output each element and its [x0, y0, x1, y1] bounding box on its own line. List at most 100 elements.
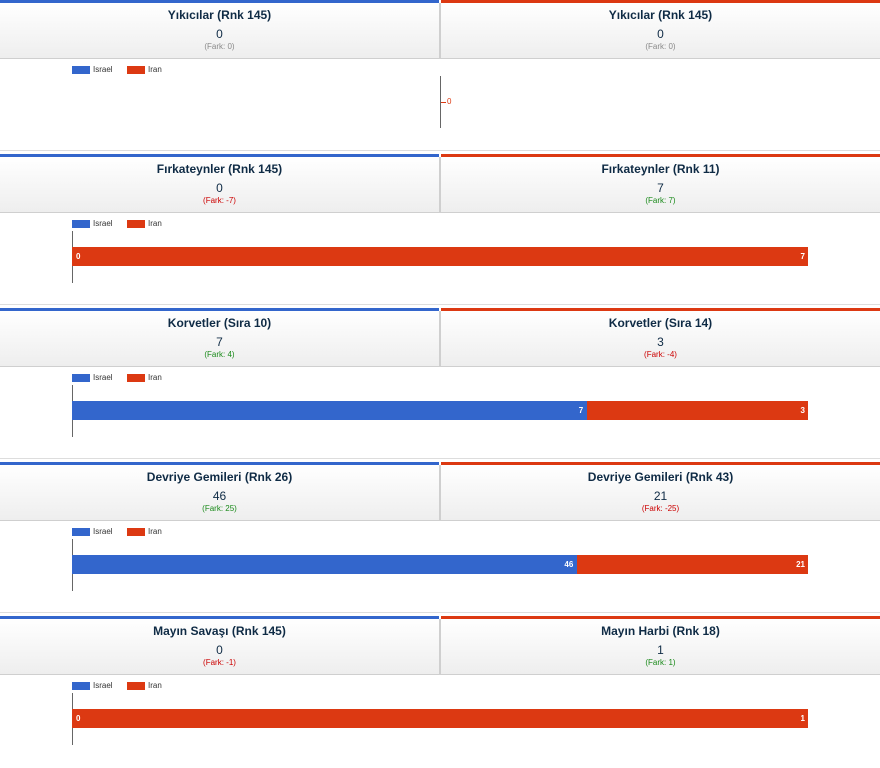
stat-title: Fırkateynler (Rnk 11)	[601, 162, 720, 176]
legend-swatch-iran	[127, 220, 145, 228]
legend-swatch-iran	[127, 374, 145, 382]
iran-stat-panel: Yıkıcılar (Rnk 145) 0 (Fark: 0)	[441, 3, 880, 59]
israel-color-bar	[0, 154, 439, 157]
stacked-bar-chart: Israel Iran 7 3	[0, 367, 880, 459]
comparison-section: Korvetler (Sıra 10) 7 (Fark: 4) Korvetler (…	[0, 308, 880, 460]
israel-color-bar	[0, 462, 439, 465]
legend-swatch-israel	[72, 220, 90, 228]
section-separator	[0, 150, 880, 151]
israel-stat-panel: Korvetler (Sıra 10) 7 (Fark: 4)	[0, 311, 439, 367]
stat-difference: (Fark: 7)	[645, 196, 676, 205]
iran-stat-panel: Mayın Harbi (Rnk 18) 1 (Fark: 1)	[441, 619, 880, 675]
legend-swatch-israel	[72, 528, 90, 536]
legend-swatch-iran	[127, 528, 145, 536]
stat-difference: (Fark: 0)	[204, 42, 235, 51]
stat-difference: (Fark: 25)	[202, 504, 237, 513]
stat-value: 7	[216, 335, 223, 349]
bar-israel	[72, 401, 588, 420]
legend-swatch-israel	[72, 682, 90, 690]
stacked-bar-chart: Israel Iran 0	[0, 59, 880, 151]
stat-value: 21	[653, 489, 668, 503]
legend-label-israel: Israel	[93, 527, 113, 536]
data-label-iran: 7	[800, 252, 805, 261]
legend-label-israel: Israel	[93, 65, 113, 74]
stat-value: 7	[657, 181, 664, 195]
stat-difference: (Fark: 1)	[645, 658, 676, 667]
panel-divider	[439, 157, 441, 213]
section-separator	[0, 612, 880, 613]
stat-difference: (Fark: 0)	[645, 42, 676, 51]
panel-divider	[439, 619, 441, 675]
data-label-israel: 46	[564, 560, 574, 569]
zero-tick	[441, 102, 446, 103]
stat-difference: (Fark: -7)	[203, 196, 236, 205]
legend-label-israel: Israel	[93, 373, 113, 382]
stacked-bar-chart: Israel Iran 46 21	[0, 521, 880, 613]
legend-swatch-iran	[127, 682, 145, 690]
stat-value: 0	[216, 27, 223, 41]
bar-iran	[72, 247, 808, 266]
data-label-iran: 21	[796, 560, 805, 569]
stat-title: Fırkateynler (Rnk 145)	[156, 162, 283, 176]
stat-title: Devriye Gemileri (Rnk 26)	[146, 470, 293, 484]
comparison-section: Mayın Savaşı (Rnk 145) 0 (Fark: -1) Mayın H…	[0, 616, 880, 768]
section-separator	[0, 458, 880, 459]
panel-divider	[439, 3, 441, 59]
legend-label-iran: Iran	[148, 219, 162, 228]
data-label-israel: 0	[76, 714, 81, 723]
israel-color-bar	[0, 308, 439, 311]
stat-value: 3	[657, 335, 664, 349]
legend-swatch-iran	[127, 66, 145, 74]
legend-swatch-israel	[72, 374, 90, 382]
stat-title: Korvetler (Sıra 14)	[608, 316, 713, 330]
israel-stat-panel: Devriye Gemileri (Rnk 26) 46 (Fark: 25)	[0, 465, 439, 521]
stat-difference: (Fark: 4)	[204, 350, 235, 359]
data-label-iran: 1	[800, 714, 805, 723]
stacked-bar-chart: Israel Iran 0 1	[0, 675, 880, 767]
comparison-section: Yıkıcılar (Rnk 145) 0 (Fark: 0) Yıkıcılar (…	[0, 0, 880, 152]
panel-divider	[439, 311, 441, 367]
iran-color-bar	[441, 616, 880, 619]
section-separator	[0, 304, 880, 305]
stat-title: Korvetler (Sıra 10)	[167, 316, 272, 330]
stat-difference: (Fark: -25)	[641, 504, 680, 513]
stat-value: 0	[216, 181, 223, 195]
iran-stat-panel: Korvetler (Sıra 14) 3 (Fark: -4)	[441, 311, 880, 367]
israel-stat-panel: Fırkateynler (Rnk 145) 0 (Fark: -7)	[0, 157, 439, 213]
iran-color-bar	[441, 462, 880, 465]
legend-swatch-israel	[72, 66, 90, 74]
legend-label-israel: Israel	[93, 681, 113, 690]
legend-label-iran: Iran	[148, 527, 162, 536]
panel-divider	[439, 465, 441, 521]
iran-color-bar	[441, 0, 880, 3]
bar-iran	[587, 401, 808, 420]
stacked-bar-chart: Israel Iran 0 7	[0, 213, 880, 305]
israel-stat-panel: Mayın Savaşı (Rnk 145) 0 (Fark: -1)	[0, 619, 439, 675]
data-label-israel: 0	[76, 252, 81, 261]
stat-title: Devriye Gemileri (Rnk 43)	[587, 470, 734, 484]
stat-title: Yıkıcılar (Rnk 145)	[608, 8, 713, 22]
iran-color-bar	[441, 308, 880, 311]
stat-title: Yıkıcılar (Rnk 145)	[167, 8, 272, 22]
stat-difference: (Fark: -1)	[203, 658, 236, 667]
data-label-israel: 7	[578, 406, 584, 415]
bar-iran	[577, 555, 808, 574]
stat-title: Mayın Savaşı (Rnk 145)	[153, 624, 286, 638]
legend-label-iran: Iran	[148, 65, 162, 74]
iran-stat-panel: Devriye Gemileri (Rnk 43) 21 (Fark: -25)	[441, 465, 880, 521]
comparison-section: Fırkateynler (Rnk 145) 0 (Fark: -7) Fırkate…	[0, 154, 880, 306]
stat-value: 0	[657, 27, 664, 41]
legend-label-israel: Israel	[93, 219, 113, 228]
zero-value-label: 0	[447, 97, 452, 106]
legend-label-iran: Iran	[148, 681, 162, 690]
iran-stat-panel: Fırkateynler (Rnk 11) 7 (Fark: 7)	[441, 157, 880, 213]
israel-color-bar	[0, 0, 439, 3]
stat-value: 1	[657, 643, 664, 657]
stat-title: Mayın Harbi (Rnk 18)	[601, 624, 720, 638]
israel-color-bar	[0, 616, 439, 619]
israel-stat-panel: Yıkıcılar (Rnk 145) 0 (Fark: 0)	[0, 3, 439, 59]
bar-iran	[72, 709, 808, 728]
legend-label-iran: Iran	[148, 373, 162, 382]
value-axis	[440, 76, 441, 128]
comparison-section: Devriye Gemileri (Rnk 26) 46 (Fark: 25) Dev…	[0, 462, 880, 614]
